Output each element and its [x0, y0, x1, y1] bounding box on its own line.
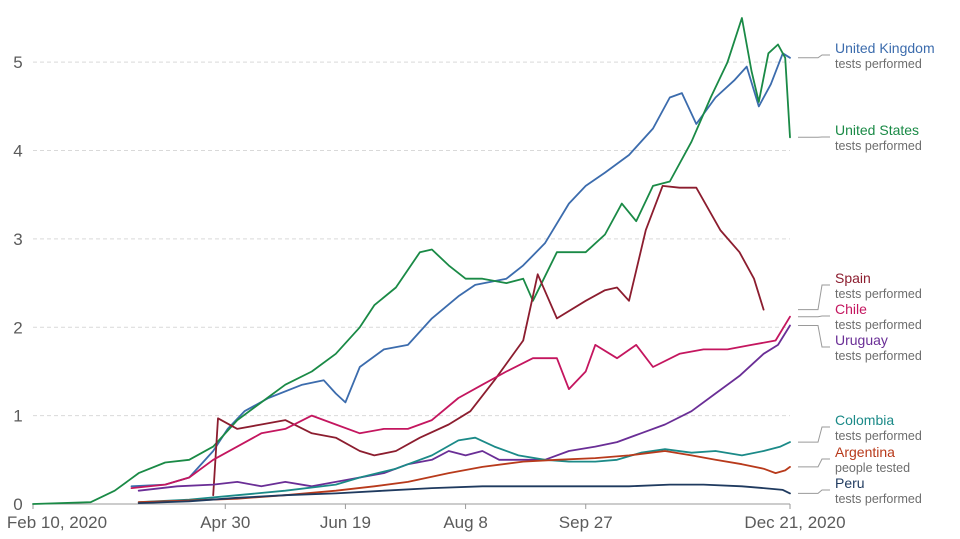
legend-connector-spain [798, 284, 830, 311]
y-axis-ticks: 0 1 2 3 4 5 [13, 53, 22, 514]
legend-sublabel-uruguay: tests performed [835, 349, 922, 363]
series-line-chile [130, 315, 791, 489]
series-line-united-states [32, 17, 791, 505]
series-line-colombia [137, 436, 791, 504]
legend-sublabel-colombia: tests performed [835, 429, 922, 443]
legend-label-peru: Peru [835, 475, 865, 491]
x-tick-label: Feb 10, 2020 [7, 513, 107, 532]
legend-sublabel-united-kingdom: tests performed [835, 57, 922, 71]
x-tick-label: Aug 8 [443, 513, 487, 532]
legend-sublabel-argentina: people tested [835, 461, 910, 475]
y-tick-label: 3 [13, 230, 22, 249]
x-axis-ticks: Feb 10, 2020 Apr 30 Jun 19 Aug 8 Sep 27 Dec 2… [7, 504, 846, 532]
y-tick-label: 0 [13, 495, 22, 514]
legend-sublabel-spain: tests performed [835, 287, 922, 301]
legend-sublabel-united-states: tests performed [835, 139, 922, 153]
y-tick-label: 2 [13, 318, 22, 337]
x-tick-label: Jun 19 [320, 513, 371, 532]
legend-label-uruguay: Uruguay [835, 332, 888, 348]
gridlines [33, 61, 790, 505]
legend-connector-colombia [798, 426, 830, 443]
legend-sublabel-chile: tests performed [835, 318, 922, 332]
legend-label-chile: Chile [835, 301, 867, 317]
series-line-peru [137, 483, 791, 504]
y-tick-label: 1 [13, 407, 22, 426]
series-lines [32, 17, 791, 505]
x-tick-label: Sep 27 [559, 513, 613, 532]
legend-connector-argentina [798, 458, 830, 468]
y-tick-label: 4 [13, 142, 22, 161]
legend-label-spain: Spain [835, 270, 871, 286]
x-tick-label: Dec 21, 2020 [744, 513, 845, 532]
x-tick-label: Apr 30 [200, 513, 250, 532]
legend-sublabel-peru: tests performed [835, 492, 922, 506]
legend-label-united-kingdom: United Kingdom [835, 40, 935, 56]
legend-connector-chile [798, 315, 830, 318]
series-line-united-kingdom [130, 52, 791, 488]
legend-label-argentina: Argentina [835, 444, 895, 460]
legend-connector-peru [798, 489, 830, 494]
series-line-spain [212, 185, 765, 497]
legend-connector-united-kingdom [798, 54, 830, 59]
series-line-uruguay [137, 324, 791, 492]
y-tick-label: 5 [13, 53, 22, 72]
legend-label-united-states: United States [835, 122, 919, 138]
legend-label-colombia: Colombia [835, 412, 894, 428]
legend-connector-uruguay [798, 325, 830, 348]
